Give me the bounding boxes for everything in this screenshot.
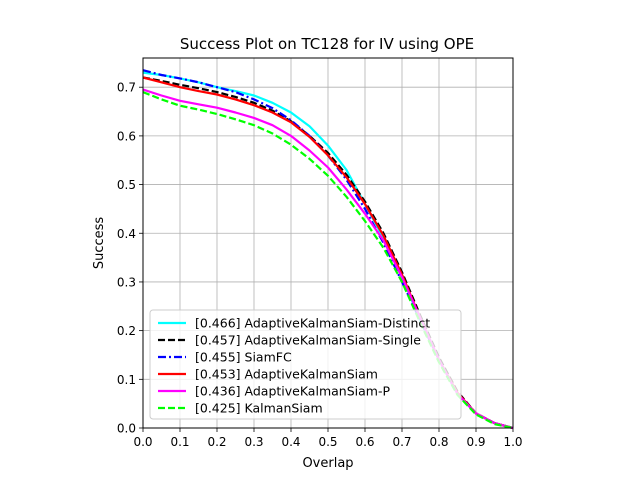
- legend-label-5: [0.425] KalmanSiam: [195, 401, 323, 416]
- legend: [0.466] AdaptiveKalmanSiam-Distinct [0.45…: [149, 309, 462, 420]
- x-tick-label: 0.5: [318, 435, 337, 449]
- y-tick-label: 0.2: [117, 324, 136, 338]
- x-tick-label: 0.7: [392, 435, 411, 449]
- y-tick-label: 0.6: [117, 129, 136, 143]
- x-tick-label: 1.0: [503, 435, 522, 449]
- x-tick-label: 0.6: [355, 435, 374, 449]
- legend-box: [149, 309, 462, 420]
- chart-title: Success Plot on TC128 for IV using OPE: [180, 35, 474, 53]
- y-axis-label: Success: [92, 217, 107, 270]
- axis-ticks: 0.0 0.1 0.2 0.3 0.4 0.5 0.6 0.7 0.8 0.9 1.0 0.0 0.1 0…: [117, 81, 523, 449]
- legend-label-0: [0.466] AdaptiveKalmanSiam-Distinct: [195, 316, 430, 331]
- x-tick-label: 0.8: [429, 435, 448, 449]
- legend-label-3: [0.453] AdaptiveKalmanSiam: [195, 367, 378, 382]
- x-tick-label: 0.3: [244, 435, 263, 449]
- x-tick-label: 0.1: [170, 435, 189, 449]
- legend-label-1: [0.457] AdaptiveKalmanSiam-Single: [195, 333, 421, 348]
- y-tick-label: 0.1: [117, 373, 136, 387]
- legend-label-4: [0.436] AdaptiveKalmanSiam-P: [195, 384, 390, 399]
- y-tick-label: 0.5: [117, 178, 136, 192]
- y-tick-label: 0.0: [117, 422, 136, 436]
- x-tick-label: 0.0: [133, 435, 152, 449]
- x-tick-label: 0.9: [466, 435, 485, 449]
- series-line-5: [142, 91, 514, 430]
- y-tick-label: 0.3: [117, 275, 136, 289]
- x-axis-label: Overlap: [302, 456, 353, 471]
- x-tick-label: 0.4: [281, 435, 300, 449]
- y-tick-label: 0.4: [117, 227, 136, 241]
- x-tick-label: 0.2: [207, 435, 226, 449]
- y-tick-label: 0.7: [117, 81, 136, 95]
- legend-label-2: [0.455] SiamFC: [195, 350, 292, 365]
